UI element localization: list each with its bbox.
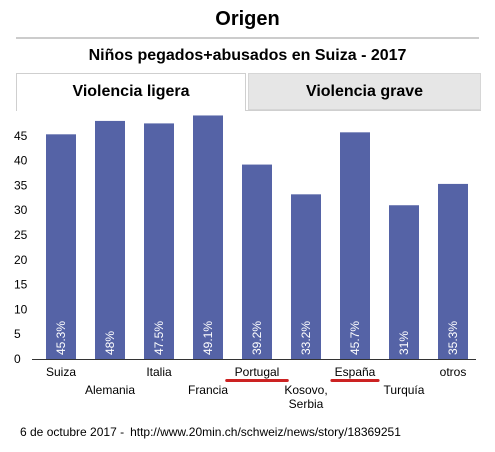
bar-data-label: 48% [103,331,117,355]
y-tick-label: 0 [14,352,21,366]
tab-underline [16,110,481,111]
bar [438,183,468,359]
bar-data-label: 39.2% [250,321,264,355]
bar [193,115,223,360]
highlight-underline [225,379,289,382]
bar-data-label: 45.3% [54,321,68,355]
source-link[interactable]: http://www.20min.ch/schweiz/news/story/1… [130,425,401,439]
category-label: Turquía [384,383,425,397]
y-tick-label: 15 [14,278,28,292]
bar-data-label: 31% [397,331,411,355]
bar-data-label: 35.3% [446,321,460,355]
category-label: Suiza [46,365,76,379]
bar-data-label: 47.5% [152,321,166,355]
bar-data-label: 45.7% [348,321,362,355]
category-label: Kosovo, Serbia [284,383,327,411]
y-tick-label: 45 [14,129,28,143]
category-label: Francia [188,383,228,397]
tab-violencia-grave[interactable]: Violencia grave [248,73,481,110]
footer-date: 6 de octubre 2017 - [20,425,125,439]
bar [291,194,321,359]
y-tick-label: 10 [14,302,28,316]
bar [389,205,419,359]
y-tick-label: 35 [14,178,28,192]
bar [144,123,174,360]
bar [95,120,125,359]
bar-data-label: 33.2% [299,321,313,355]
category-label: otros [440,365,467,379]
chart-title: Niños pegados+abusados en Suiza - 2017 [88,47,407,64]
y-tick-label: 5 [14,327,21,341]
category-label: Italia [146,365,172,379]
category-label: Portugal [235,365,280,379]
tab-violencia-ligera[interactable]: Violencia ligera [16,73,246,111]
y-tick-label: 25 [14,228,28,242]
category-label: Alemania [85,383,135,397]
tab-bar: Violencia ligera Violencia grave [16,73,481,111]
y-tick-label: 40 [14,154,28,168]
bar-data-label: 49.1% [201,321,215,355]
title-divider [16,37,479,39]
y-tick-label: 30 [14,203,28,217]
bar [46,134,76,359]
bar [242,164,272,359]
page-title: Origen [215,8,280,30]
bar-chart: 0 5 10 15 20 25 30 35 40 45 45.3% Suiza 48% Alemania 4… [14,115,476,411]
category-label: España [335,365,376,379]
source-footer: 6 de octubre 2017 - http://www.20min.ch/s… [20,425,401,439]
y-tick-label: 20 [14,253,28,267]
highlight-underline [330,379,380,382]
bar [340,132,370,359]
